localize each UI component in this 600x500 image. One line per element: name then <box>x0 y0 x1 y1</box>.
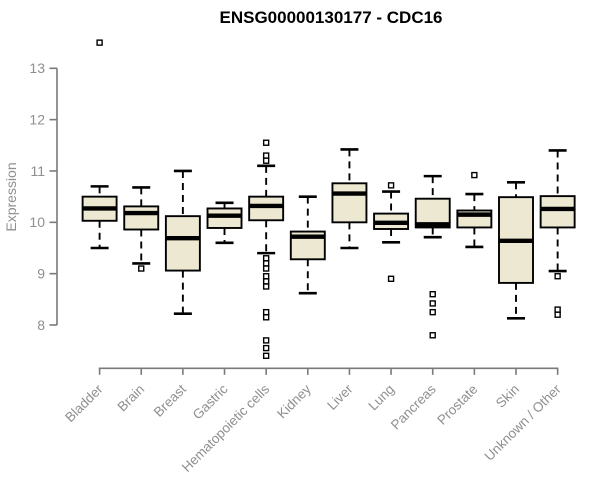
outlier-point <box>262 308 270 316</box>
iqr-box <box>539 195 576 229</box>
outlier-point <box>262 283 270 290</box>
x-category-label: Breast <box>151 381 189 419</box>
iqr-box <box>206 207 243 229</box>
x-category-label: Pancreas <box>388 381 439 432</box>
y-tick-label: 8 <box>37 317 45 333</box>
boxplot-gastric <box>206 201 243 245</box>
boxplot-bladder <box>81 39 118 250</box>
y-tick-label: 11 <box>30 163 45 179</box>
outlier-point <box>262 139 270 146</box>
outlier-point <box>138 265 145 272</box>
outlier-point <box>387 275 395 282</box>
outlier-point <box>554 273 561 280</box>
boxplot-hematopoietic-cells <box>248 139 285 360</box>
x-category-label: Kidney <box>274 381 314 421</box>
x-category-label: Skin <box>493 382 522 411</box>
iqr-box <box>164 215 201 272</box>
outlier-point <box>387 182 395 189</box>
outlier-point <box>429 300 436 307</box>
outlier-point <box>262 273 270 280</box>
boxplot-brain <box>123 186 160 272</box>
boxplot-lung <box>373 182 410 282</box>
y-tick-label: 12 <box>29 111 45 127</box>
outlier-point <box>262 337 270 344</box>
x-category-label: Brain <box>114 382 147 415</box>
x-category-label: Prostate <box>434 382 480 428</box>
iqr-box <box>248 195 285 222</box>
outlier-point <box>262 344 270 352</box>
boxplot-breast <box>164 169 201 316</box>
boxplot-prostate <box>456 171 493 249</box>
outlier-point <box>262 278 270 285</box>
boxplot-pancreas <box>414 174 451 339</box>
box-series <box>81 39 576 360</box>
chart-title: ENSG00000130177 - CDC16 <box>219 8 442 27</box>
outlier-point <box>262 157 270 164</box>
outlier-point <box>262 152 270 159</box>
outlier-point <box>262 314 270 321</box>
outlier-point <box>262 265 270 272</box>
outlier-point <box>262 260 270 267</box>
outlier-point <box>554 306 561 313</box>
x-category-label: Lung <box>365 382 397 414</box>
y-axis-label: Expression <box>3 162 19 231</box>
y-tick-label: 10 <box>29 214 45 230</box>
boxplot-liver <box>331 148 368 250</box>
x-category-label: Bladder <box>62 381 106 425</box>
x-category-label: Liver <box>324 381 356 413</box>
outlier-point <box>262 352 270 360</box>
outlier-point <box>471 171 478 179</box>
boxplot-kidney <box>289 195 326 295</box>
outlier-point <box>429 290 436 298</box>
y-tick-label: 9 <box>37 265 45 281</box>
outlier-point <box>429 332 436 339</box>
x-category-label: Gastric <box>190 381 231 422</box>
boxplot-skin <box>498 180 534 320</box>
outlier-point <box>429 308 436 316</box>
iqr-box <box>331 182 368 224</box>
x-category-label: Unknown / Other <box>482 381 565 464</box>
y-tick-label: 13 <box>29 60 45 76</box>
boxplot-unknown-other <box>539 149 576 318</box>
outlier-point <box>262 255 270 262</box>
outlier-point <box>96 39 103 46</box>
outlier-point <box>554 311 561 318</box>
iqr-box <box>123 205 160 231</box>
